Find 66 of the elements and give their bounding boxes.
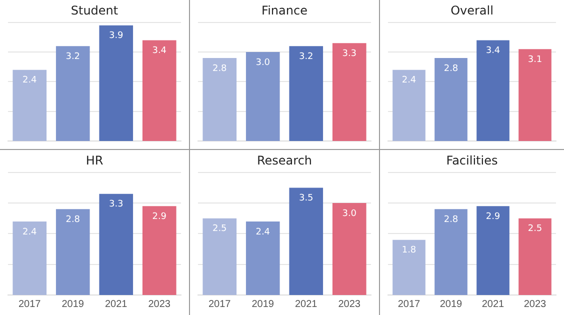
data-label: 2.4 xyxy=(22,76,38,86)
bar xyxy=(142,40,176,141)
data-label: 3.1 xyxy=(528,54,542,65)
x-tick-label: 2023 xyxy=(338,298,361,310)
data-label: 3.3 xyxy=(108,200,124,210)
data-label: 3.5 xyxy=(298,194,314,204)
bar xyxy=(392,70,426,141)
bar xyxy=(99,194,134,295)
x-tick-label: 2017 xyxy=(398,298,421,310)
bar xyxy=(202,58,237,141)
data-label: 2.4 xyxy=(22,227,38,238)
bar xyxy=(142,206,176,295)
x-tick-label: 2021 xyxy=(105,298,128,310)
chart-title: Research xyxy=(256,153,312,168)
data-label: 2.9 xyxy=(486,212,500,222)
x-tick-label: 2019 xyxy=(440,298,463,310)
data-label: 3.0 xyxy=(256,58,270,68)
data-label: 1.8 xyxy=(402,246,416,256)
bar xyxy=(12,221,47,295)
data-label: 3.0 xyxy=(342,208,357,219)
data-label: 3.4 xyxy=(152,46,167,56)
bar xyxy=(332,43,366,141)
data-label: 2.8 xyxy=(212,64,228,74)
bar xyxy=(476,40,510,141)
x-tick-label: 2023 xyxy=(524,298,547,310)
data-label: 2.8 xyxy=(444,64,458,74)
bar xyxy=(99,25,134,141)
bar xyxy=(56,209,90,295)
bar xyxy=(518,218,552,295)
data-label: 2.8 xyxy=(66,215,80,226)
chart-title: Finance xyxy=(262,3,308,18)
bar xyxy=(289,46,324,141)
data-label: 2.5 xyxy=(528,224,542,234)
x-tick-label: 2019 xyxy=(252,298,274,310)
data-label: 2.4 xyxy=(256,227,270,238)
chart-title: Student xyxy=(70,3,118,18)
data-label: 2.5 xyxy=(212,224,227,234)
bar xyxy=(246,221,280,295)
x-tick-label: 2021 xyxy=(295,298,318,310)
data-label: 3.3 xyxy=(342,49,357,59)
x-tick-label: 2023 xyxy=(148,298,171,310)
x-tick-label: 2021 xyxy=(482,298,505,310)
bar xyxy=(434,58,468,141)
data-label: 3.2 xyxy=(298,52,314,62)
chart-title: Overall xyxy=(450,3,494,18)
bar xyxy=(202,218,237,295)
bar xyxy=(434,209,468,295)
chart-title: Facilities xyxy=(446,153,498,168)
bar xyxy=(476,206,510,295)
bar xyxy=(246,52,280,141)
x-tick-label: 2017 xyxy=(18,298,42,310)
bar xyxy=(332,203,366,295)
data-label: 3.4 xyxy=(486,46,500,56)
chart-title: HR xyxy=(86,153,104,168)
x-tick-label: 2017 xyxy=(208,298,232,310)
data-label: 2.9 xyxy=(152,212,167,222)
data-label: 2.8 xyxy=(444,215,458,226)
bar xyxy=(12,70,47,141)
bar xyxy=(518,49,552,141)
data-label: 3.9 xyxy=(108,31,124,42)
bar xyxy=(56,46,90,141)
x-tick-label: 2019 xyxy=(62,298,84,310)
data-label: 2.4 xyxy=(402,76,416,86)
bar xyxy=(289,188,324,295)
bar xyxy=(392,240,426,295)
data-label: 3.2 xyxy=(66,52,80,62)
